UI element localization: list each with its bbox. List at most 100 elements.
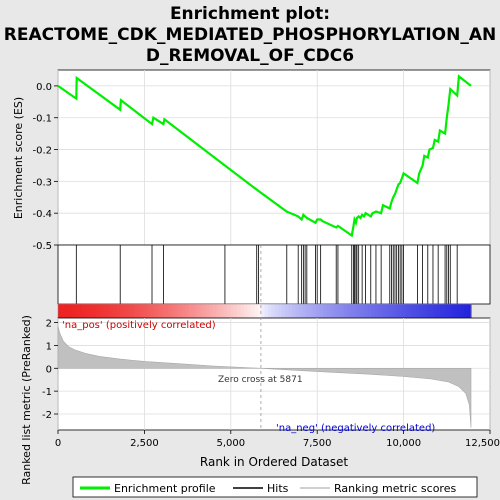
- heatmap-cell: [223, 304, 228, 318]
- es-ytick-label: -0.3: [32, 177, 52, 188]
- xtick-label: 10,000: [386, 438, 421, 449]
- hits-panel: [57, 244, 491, 305]
- heatmap-cell: [274, 304, 279, 318]
- heatmap-cell: [75, 304, 80, 318]
- heatmap-cell: [422, 304, 427, 318]
- ranking-heatmap-bar: [57, 303, 472, 319]
- heatmap-cell: [85, 304, 90, 318]
- heatmap-cell: [157, 304, 162, 318]
- heatmap-cell: [292, 304, 297, 318]
- heatmap-cell: [92, 304, 97, 318]
- heatmap-cell: [446, 304, 451, 318]
- heatmap-cell: [271, 304, 276, 318]
- heatmap-cell: [323, 304, 328, 318]
- heatmap-cell: [267, 304, 272, 318]
- title-line-3: D_REMOVAL_OF_CDC6: [146, 46, 354, 66]
- heatmap-cell: [333, 304, 338, 318]
- legend-label-hits: Hits: [267, 482, 289, 495]
- heatmap-cell: [450, 304, 455, 318]
- heatmap-cell: [161, 304, 166, 318]
- heatmap-cell: [171, 304, 176, 318]
- heatmap-cell: [188, 304, 193, 318]
- heatmap-cell: [285, 304, 290, 318]
- title-line-2: REACTOME_CDK_MEDIATED_PHOSPHORYLATION_AN: [4, 25, 496, 45]
- heatmap-cell: [88, 304, 94, 318]
- heatmap-cell: [412, 304, 417, 318]
- xtick-label: 12,500: [465, 438, 500, 449]
- heatmap-cell: [106, 304, 111, 318]
- metric-area: [57, 325, 472, 428]
- heatmap-cell: [140, 304, 145, 318]
- metric-y-axis: 2 1 0 -1 -2: [42, 319, 58, 421]
- heatmap-cell: [350, 304, 355, 318]
- heatmap-cell: [409, 304, 414, 318]
- xtick-label: 5,000: [216, 438, 245, 449]
- metric-area-path: [57, 325, 472, 428]
- heatmap-cell: [398, 304, 403, 318]
- heatmap-cell: [116, 304, 121, 318]
- metric-gridlines: [57, 318, 491, 430]
- heatmap-cell: [281, 304, 286, 318]
- es-profile-line: [57, 74, 472, 238]
- heatmap-cell: [340, 304, 345, 318]
- heatmap-cell: [336, 304, 341, 318]
- heatmap-cell: [402, 304, 407, 318]
- heatmap-cell: [298, 304, 303, 318]
- heatmap-cell: [312, 304, 317, 318]
- heatmap-cell: [185, 304, 190, 318]
- heatmap-cell: [360, 304, 365, 318]
- heatmap-cell: [137, 304, 142, 318]
- heatmap-cell: [236, 304, 242, 318]
- heatmap-cell: [388, 304, 393, 318]
- heatmap-cell: [95, 304, 100, 318]
- heatmap-cell: [384, 304, 389, 318]
- heatmap-cell: [309, 304, 314, 318]
- heatmap-cell: [123, 304, 128, 318]
- es-ytick-label: 0.0: [36, 82, 52, 93]
- heatmap-cell: [433, 304, 438, 318]
- title-line-1: Enrichment plot:: [170, 4, 330, 24]
- heatmap-cell: [68, 304, 73, 318]
- xlabel: Rank in Ordered Dataset: [200, 455, 348, 469]
- heatmap-cell: [247, 304, 252, 318]
- es-y-axis: 0.0 -0.1 -0.2 -0.3 -0.4 -0.5: [32, 82, 58, 252]
- heatmap-cell: [230, 304, 235, 318]
- heatmap-cell: [181, 304, 186, 318]
- legend-label-enrichment: Enrichment profile: [114, 482, 216, 495]
- heatmap-cell: [133, 304, 138, 318]
- heatmap-cell: [381, 304, 386, 318]
- metric-ytick-label: -1: [42, 387, 52, 398]
- heatmap-cell: [199, 304, 204, 318]
- na-pos-label: 'na_pos' (positively correlated): [62, 320, 216, 331]
- es-ytick-label: -0.2: [32, 146, 52, 157]
- heatmap-cell: [302, 304, 307, 318]
- heatmap-cell: [419, 304, 424, 318]
- heatmap-cell: [261, 304, 266, 318]
- heatmap-cell: [374, 304, 379, 318]
- heatmap-cell: [460, 304, 465, 318]
- heatmap-cell: [202, 304, 207, 318]
- es-ytick-label: -0.1: [32, 114, 52, 125]
- heatmap-cell: [64, 304, 69, 318]
- heatmap-cell: [240, 304, 245, 318]
- heatmap-cell: [305, 304, 310, 318]
- heatmap-cell: [343, 304, 348, 318]
- heatmap-cell: [164, 304, 169, 318]
- heatmap-cell: [178, 304, 183, 318]
- es-profile-path: [57, 74, 472, 238]
- es-ytick-label: -0.5: [32, 241, 52, 252]
- heatmap-cell: [209, 304, 214, 318]
- heatmap-cell: [391, 304, 396, 318]
- heatmap-cell: [119, 304, 124, 318]
- heatmap-cell: [254, 304, 259, 318]
- heatmap-cell: [144, 304, 149, 318]
- heatmap-cell: [226, 304, 231, 318]
- heatmap-cell: [405, 304, 410, 318]
- heatmap-cell: [233, 304, 238, 318]
- heatmap-cell: [347, 304, 352, 318]
- heatmap-cell: [175, 304, 180, 318]
- heatmap-cell: [288, 304, 293, 318]
- legend-box: [72, 476, 478, 498]
- heatmap-cell: [147, 304, 152, 318]
- heatmap-cell: [154, 304, 159, 318]
